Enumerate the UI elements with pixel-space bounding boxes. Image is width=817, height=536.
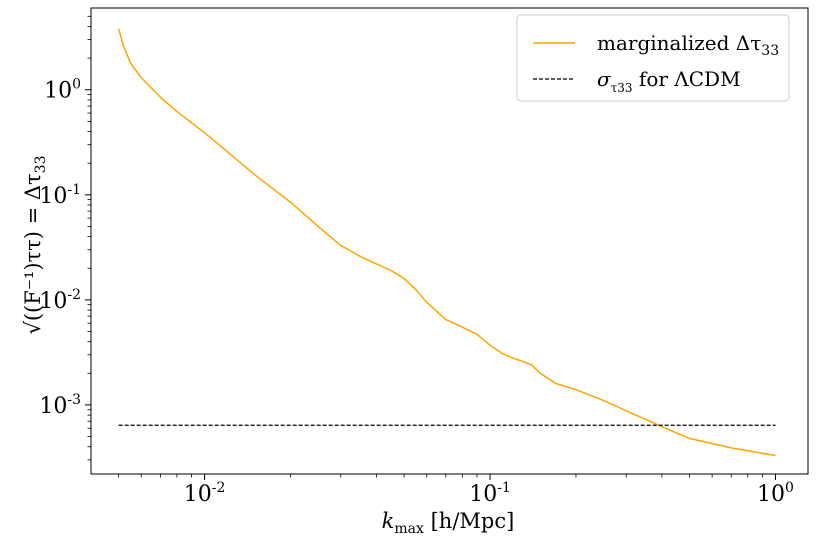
axes-frame	[90, 7, 809, 475]
y-tick-label: 10-3	[39, 392, 81, 419]
y-tick-label: 10-1	[39, 182, 81, 209]
legend-label-lcdm: στ33 for ΛCDM	[597, 67, 741, 95]
x-tick-label: 100	[757, 480, 794, 507]
x-tick-label: 10-1	[469, 480, 511, 507]
legend: marginalized Δτ33 στ33 for ΛCDM	[516, 14, 790, 102]
series-group	[117, 28, 776, 457]
legend-label-marginalized: marginalized Δτ33	[597, 31, 779, 59]
legend-box	[516, 14, 790, 102]
ticks: 10-2 10-1 100 10-3 10-2 10-1 100	[39, 15, 794, 507]
y-tick-label: 100	[44, 77, 81, 104]
plot-area: 10-2 10-1 100 10-3 10-2 10-1 100	[39, 7, 809, 507]
y-axis-label: √((F⁻¹)ττ) = Δτ33	[21, 155, 49, 334]
x-axis-label: kmax [h/Mpc]	[382, 509, 515, 536]
y-tick-label: 10-2	[39, 287, 81, 314]
x-tick-label: 10-2	[184, 480, 226, 507]
series-line-marginalized	[117, 28, 776, 457]
